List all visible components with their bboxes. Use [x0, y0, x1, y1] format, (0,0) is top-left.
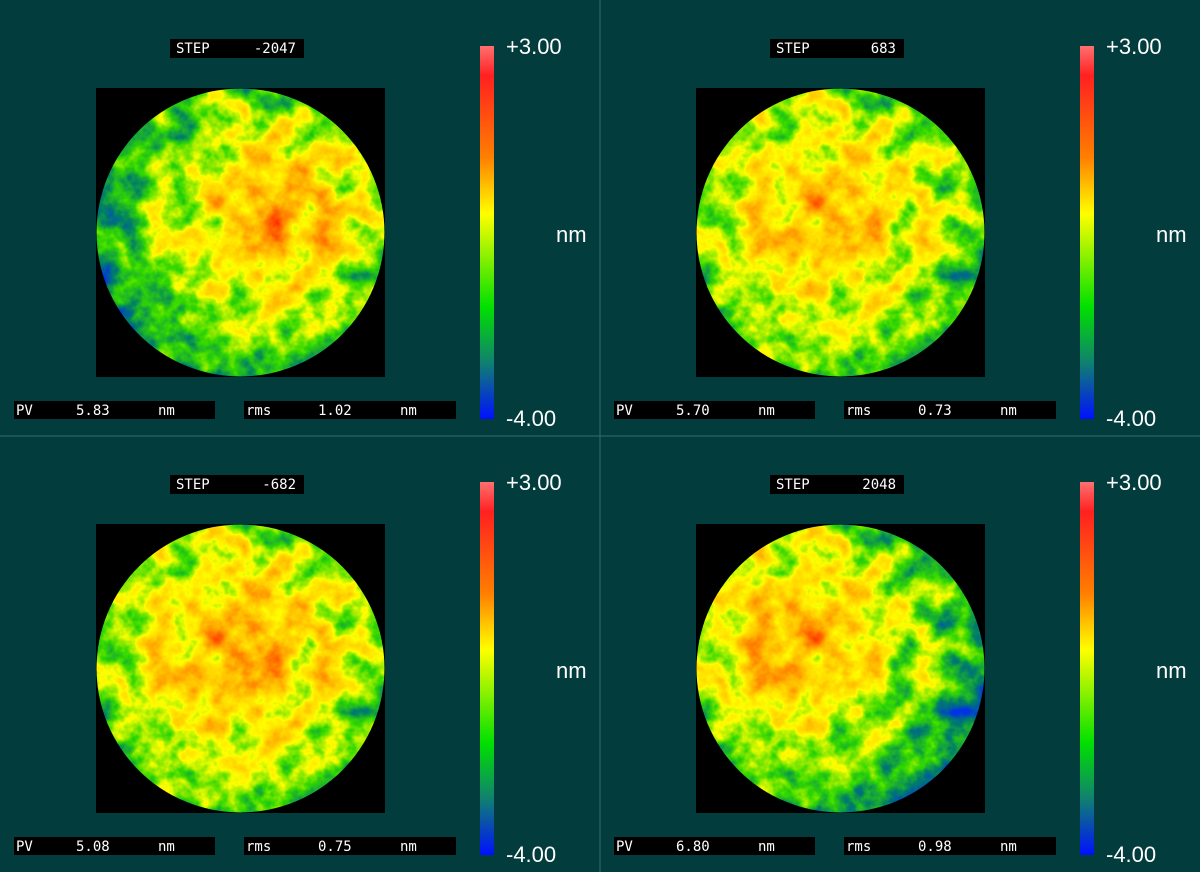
- pv-label: PV: [616, 403, 633, 419]
- scale-min: -4.00: [1106, 406, 1156, 431]
- pv-box: [614, 401, 815, 419]
- surface-map: [696, 88, 985, 377]
- pv-label: PV: [616, 839, 633, 855]
- step-label: STEP: [176, 41, 210, 57]
- panel: STEP -2047 +3.00 -4.00 nm PV 5.83 nm rms 1.02 nm: [14, 34, 587, 431]
- scale-min: -4.00: [1106, 842, 1156, 867]
- pv-label: PV: [16, 403, 33, 419]
- step-box: [770, 475, 904, 494]
- scale-min: -4.00: [506, 406, 556, 431]
- scale-max: +3.00: [1106, 470, 1162, 495]
- pv-unit: nm: [758, 839, 775, 855]
- color-bar: [1080, 46, 1094, 419]
- surface-map: [96, 524, 385, 813]
- pv-box: [14, 837, 215, 855]
- step-box: [770, 39, 904, 58]
- scale-max: +3.00: [506, 34, 562, 59]
- rms-value: 0.73: [918, 403, 952, 419]
- step-label: STEP: [176, 477, 210, 493]
- step-value: -682: [262, 477, 296, 493]
- step-value: -2047: [254, 41, 296, 57]
- pv-unit: nm: [158, 403, 175, 419]
- color-bar: [1080, 482, 1094, 855]
- color-bar: [480, 482, 494, 855]
- pv-value: 5.83: [76, 403, 110, 419]
- pv-unit: nm: [158, 839, 175, 855]
- scale-unit: nm: [556, 222, 587, 247]
- step-value: 2048: [862, 477, 896, 493]
- rms-box: [244, 837, 456, 855]
- color-bar: [480, 46, 494, 419]
- panel: STEP 683 +3.00 -4.00 nm PV 5.70 nm rms 0.73 nm: [614, 34, 1187, 431]
- pv-value: 5.08: [76, 839, 110, 855]
- pv-value: 6.80: [676, 839, 710, 855]
- step-label: STEP: [776, 41, 810, 57]
- pv-box: [14, 401, 215, 419]
- step-box: [170, 39, 304, 58]
- scale-unit: nm: [1156, 658, 1187, 683]
- step-box: [170, 475, 304, 494]
- rms-label: rms: [846, 403, 871, 419]
- pv-label: PV: [16, 839, 33, 855]
- scale-unit: nm: [1156, 222, 1187, 247]
- scale-max: +3.00: [1106, 34, 1162, 59]
- rms-value: 0.75: [318, 839, 352, 855]
- rms-value: 0.98: [918, 839, 952, 855]
- pv-value: 5.70: [676, 403, 710, 419]
- rms-label: rms: [246, 839, 271, 855]
- rms-unit: nm: [400, 403, 417, 419]
- surface-map: [696, 524, 985, 813]
- rms-unit: nm: [1000, 403, 1017, 419]
- rms-label: rms: [246, 403, 271, 419]
- scale-max: +3.00: [506, 470, 562, 495]
- rms-unit: nm: [400, 839, 417, 855]
- scale-unit: nm: [556, 658, 587, 683]
- panel: STEP 2048 +3.00 -4.00 nm PV 6.80 nm rms 0.98 nm: [614, 470, 1187, 867]
- pv-box: [614, 837, 815, 855]
- panel: STEP -682 +3.00 -4.00 nm PV 5.08 nm rms 0.75 nm: [14, 470, 587, 867]
- rms-unit: nm: [1000, 839, 1017, 855]
- rms-label: rms: [846, 839, 871, 855]
- step-value: 683: [871, 41, 896, 57]
- scale-min: -4.00: [506, 842, 556, 867]
- rms-value: 1.02: [318, 403, 352, 419]
- rms-box: [244, 401, 456, 419]
- step-label: STEP: [776, 477, 810, 493]
- rms-box: [844, 837, 1056, 855]
- rms-box: [844, 401, 1056, 419]
- pv-unit: nm: [758, 403, 775, 419]
- surface-map: [96, 88, 385, 377]
